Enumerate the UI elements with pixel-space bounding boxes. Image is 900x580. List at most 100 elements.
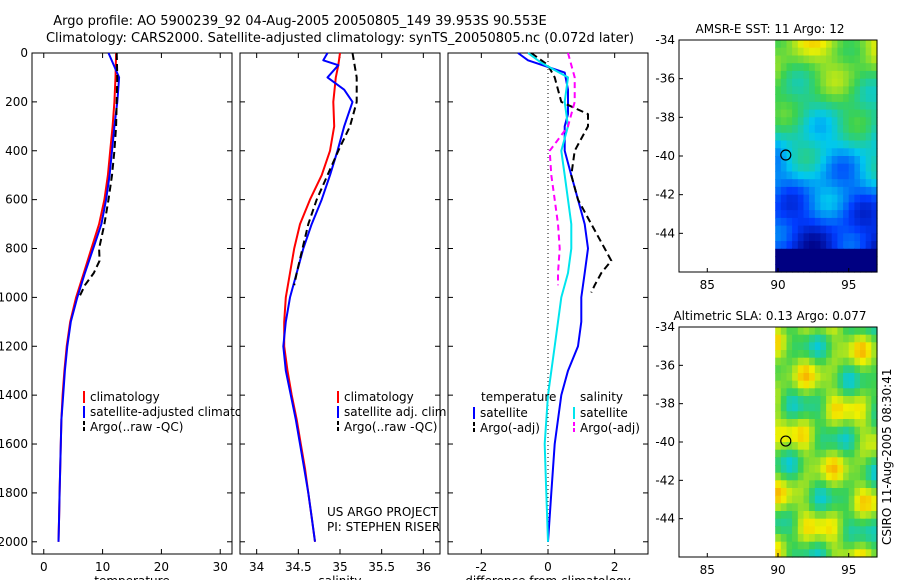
map-cell xyxy=(780,419,788,428)
map-cell xyxy=(837,233,844,242)
map-cell xyxy=(820,472,827,481)
map-cell xyxy=(803,70,810,80)
map-cell xyxy=(871,47,878,56)
map-cell xyxy=(860,457,867,466)
map-cell xyxy=(854,171,861,180)
map-cell xyxy=(803,480,810,489)
map-cell xyxy=(826,117,833,126)
map-cell xyxy=(831,342,838,351)
map-cell xyxy=(820,264,827,273)
map-cell xyxy=(871,488,878,497)
map-cell xyxy=(775,248,782,258)
map-cell xyxy=(809,63,816,72)
map-cell xyxy=(809,132,816,142)
map-cell xyxy=(780,549,788,558)
map-cell xyxy=(843,109,850,118)
map-cell xyxy=(814,163,822,172)
map-cell xyxy=(854,217,861,227)
map-cell xyxy=(843,163,850,172)
temperature-panel: 0 10 20 30 0 200 400 600 800 1000 1200 1400 1600 1800… xyxy=(0,46,268,580)
map-cell xyxy=(843,457,850,466)
map-cell xyxy=(803,63,810,72)
map-cell xyxy=(775,63,782,72)
map-cell xyxy=(848,256,855,265)
map-cell xyxy=(820,140,827,149)
map-cell xyxy=(826,217,833,227)
map-cell xyxy=(848,179,855,188)
map-cell xyxy=(865,365,872,374)
map-cell xyxy=(775,241,782,250)
legend-label: Argo(..raw -QC) xyxy=(90,420,183,434)
map-cell xyxy=(803,217,810,227)
map-cell xyxy=(831,334,838,343)
map-cell xyxy=(854,194,861,203)
map-cell xyxy=(865,373,872,382)
map-cell xyxy=(786,365,793,374)
map-cell xyxy=(792,380,799,389)
map-cell xyxy=(814,148,822,157)
series-line-1 xyxy=(282,52,354,542)
map-cell xyxy=(780,117,788,126)
map-cell xyxy=(854,202,861,211)
map-cell xyxy=(797,248,805,258)
map-cell xyxy=(803,334,810,343)
map-cell xyxy=(780,233,788,242)
map-cell xyxy=(820,163,827,172)
map-cell xyxy=(814,256,822,265)
map-cell xyxy=(780,541,788,550)
map-cell xyxy=(860,518,867,527)
map-cell xyxy=(837,434,844,443)
map-cell xyxy=(865,248,872,258)
map-cell xyxy=(797,225,805,234)
map-cell xyxy=(803,442,810,451)
map-cell xyxy=(786,171,793,180)
map-cell xyxy=(826,480,833,489)
map-cell xyxy=(854,396,861,405)
map-cell xyxy=(814,373,822,382)
map-cell xyxy=(831,233,838,242)
map-cell xyxy=(865,225,872,234)
map-cell xyxy=(786,78,793,87)
map-cell xyxy=(831,86,838,95)
map-cell xyxy=(843,202,850,211)
map-cell xyxy=(837,55,844,64)
map-cell xyxy=(797,202,805,211)
map-cell xyxy=(854,495,861,504)
map-cell xyxy=(775,380,782,389)
map-cell xyxy=(809,47,816,56)
map-cell xyxy=(837,86,844,95)
map-cell xyxy=(854,70,861,80)
map-cell xyxy=(831,472,838,481)
map-cell xyxy=(860,140,867,149)
map-cell xyxy=(775,132,782,142)
map-cell xyxy=(843,132,850,142)
map-cell xyxy=(854,350,861,359)
map-cell xyxy=(837,365,844,374)
map-cell xyxy=(809,534,816,543)
series-line-0 xyxy=(517,52,589,542)
map-cell xyxy=(792,411,799,420)
map-cell xyxy=(814,342,822,351)
map-cell xyxy=(792,47,799,56)
map-cell xyxy=(871,411,878,420)
map-cell xyxy=(814,225,822,234)
map-cell xyxy=(786,511,793,520)
map-cell xyxy=(786,334,793,343)
map-cell xyxy=(780,350,788,359)
map-cell xyxy=(780,210,788,219)
map-cell xyxy=(797,549,805,558)
map-cell xyxy=(792,526,799,535)
map-cell xyxy=(780,334,788,343)
map-cell xyxy=(786,86,793,95)
map-cell xyxy=(786,70,793,80)
map-cell xyxy=(865,140,872,149)
map-cell xyxy=(865,488,872,497)
map-cell xyxy=(820,434,827,443)
map-cell xyxy=(775,233,782,242)
map-cell xyxy=(809,140,816,149)
map-cell xyxy=(871,148,878,157)
map-cell xyxy=(814,495,822,504)
map-cell xyxy=(780,526,788,535)
y-tick-label: -36 xyxy=(655,358,675,372)
map-cell xyxy=(860,327,867,336)
